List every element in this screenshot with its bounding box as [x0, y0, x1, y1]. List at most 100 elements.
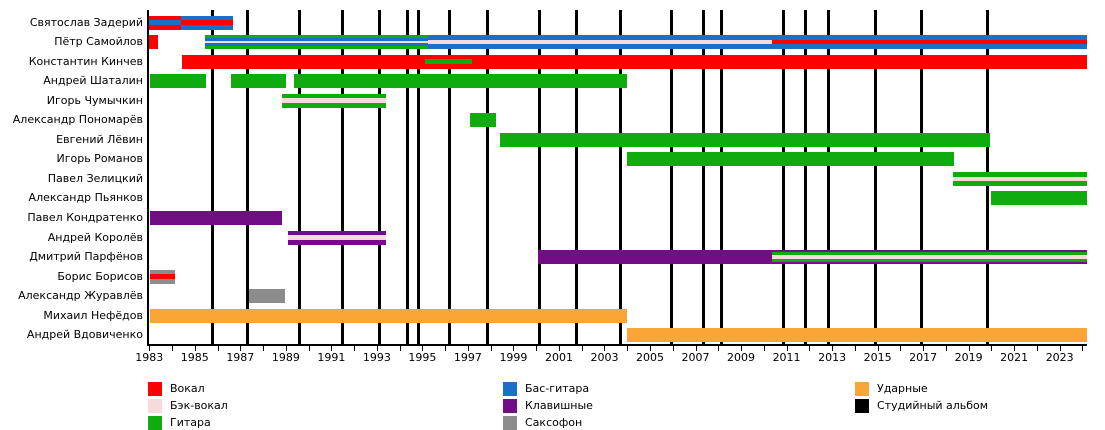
x-axis-tick	[445, 346, 447, 351]
bar-layer-vocal	[150, 274, 176, 279]
x-axis-tick-label: 2001	[544, 351, 573, 364]
member-bar	[472, 54, 1087, 69]
studio-album-line	[378, 10, 382, 345]
x-axis-tick-label: 1999	[499, 351, 528, 364]
bar-layer-backing	[771, 255, 1087, 259]
bar-layer-guitar	[293, 74, 628, 89]
studio-album-line	[920, 10, 924, 345]
member-label: Александр Журавлёв	[18, 289, 143, 303]
bar-layer-backing	[288, 235, 386, 240]
legend-swatch-backing	[148, 399, 162, 413]
x-axis-tick	[1082, 346, 1084, 351]
bar-layer-backing	[952, 176, 1087, 182]
bar-layer-bass	[771, 44, 1087, 50]
member-label: Андрей Шаталин	[43, 74, 143, 88]
x-axis-tick	[331, 346, 333, 351]
x-axis-tick	[945, 346, 947, 351]
studio-album-line	[619, 10, 623, 345]
x-axis-tick	[149, 346, 151, 351]
x-axis-tick	[558, 346, 560, 351]
member-label: Михаил Нефёдов	[43, 308, 143, 322]
legend-label-bass: Бас-гитара	[525, 382, 590, 395]
x-axis-tick-label: 2021	[1000, 351, 1029, 364]
bar-layer-guitar	[150, 74, 207, 89]
bar-layer-vocal	[182, 54, 425, 69]
bar-layer-sax	[249, 289, 285, 304]
member-label: Андрей Вдовиченко	[26, 328, 143, 342]
bar-layer-drums	[627, 328, 1087, 343]
bar-layer-keys	[288, 230, 386, 236]
x-axis-tick-label: 2007	[681, 351, 710, 364]
bar-layer-vocal	[149, 15, 182, 21]
legend-label-backing: Бэк-вокал	[170, 399, 228, 412]
member-bar	[150, 211, 283, 225]
member-bar	[627, 152, 954, 167]
member-bar	[771, 250, 1087, 265]
bar-layer-guitar	[627, 152, 954, 167]
member-label: Дмитрий Парфёнов	[29, 250, 143, 264]
x-axis-tick	[832, 346, 834, 351]
legend-swatch-bass	[503, 382, 517, 396]
bar-layer-sax	[150, 269, 176, 275]
studio-album-line	[538, 10, 542, 345]
bar-layer-guitar	[991, 191, 1087, 206]
studio-album-line	[720, 10, 724, 345]
x-axis-tick	[263, 346, 265, 351]
x-axis-tick	[376, 346, 378, 351]
member-label: Пётр Самойлов	[54, 35, 143, 49]
x-axis-tick-label: 1983	[135, 351, 164, 364]
member-bar	[499, 132, 991, 147]
bar-layer-guitar	[231, 74, 286, 89]
x-axis-tick	[354, 346, 356, 351]
x-axis-tick	[786, 346, 788, 351]
bar-layer-vocal	[472, 54, 1087, 69]
member-label: Константин Кинчев	[28, 54, 143, 68]
x-axis-line	[147, 344, 1087, 346]
member-label: Борис Борисов	[57, 269, 143, 283]
bar-layer-guitar	[282, 103, 386, 108]
bar-layer-keys	[538, 250, 772, 265]
bar-layer-guitar	[205, 35, 429, 38]
x-axis-tick	[923, 346, 925, 351]
bar-layer-keys	[771, 262, 1087, 265]
bar-layer-guitar	[470, 113, 497, 128]
x-axis-tick	[172, 346, 174, 351]
member-bar	[150, 269, 176, 284]
x-axis-tick	[854, 346, 856, 351]
member-label: Святослав Задерий	[29, 15, 143, 29]
x-axis-tick	[194, 346, 196, 351]
x-axis-tick-label: 1991	[317, 351, 346, 364]
legend-label-sax: Саксофон	[525, 416, 583, 429]
bar-layer-bass	[428, 35, 772, 40]
studio-album-line	[873, 10, 877, 345]
x-axis-tick-label: 2005	[636, 351, 664, 364]
bar-layer-guitar	[499, 132, 991, 147]
x-axis-tick-label: 2011	[772, 351, 801, 364]
studio-album-line	[701, 10, 705, 345]
x-axis-tick-label: 2019	[954, 351, 983, 364]
studio-album-line	[406, 10, 410, 345]
x-axis-tick	[513, 346, 515, 351]
member-bar	[424, 54, 473, 69]
member-bar	[627, 328, 1087, 343]
studio-album-line	[245, 10, 249, 345]
member-bar	[293, 74, 628, 89]
bar-layer-vocal	[424, 54, 473, 60]
x-axis-tick	[991, 346, 993, 351]
bar-layer-bass	[181, 24, 234, 30]
studio-album-line	[574, 10, 578, 345]
legend-label-vocal: Вокал	[170, 382, 205, 395]
studio-album-line	[781, 10, 785, 345]
bar-layer-sax	[150, 278, 176, 284]
studio-album-line	[486, 10, 490, 345]
x-axis-tick	[490, 346, 492, 351]
bar-layer-keys	[288, 239, 386, 245]
y-axis-line	[147, 10, 149, 344]
member-label: Александр Пьянков	[28, 191, 143, 205]
bar-layer-vocal	[771, 39, 1087, 45]
x-axis-tick	[968, 346, 970, 351]
x-axis-tick	[741, 346, 743, 351]
legend-swatch-sax	[503, 416, 517, 430]
legend: Вокал Бэк-вокал Гитара Бас-гитара Клавишные С…	[0, 375, 1105, 430]
